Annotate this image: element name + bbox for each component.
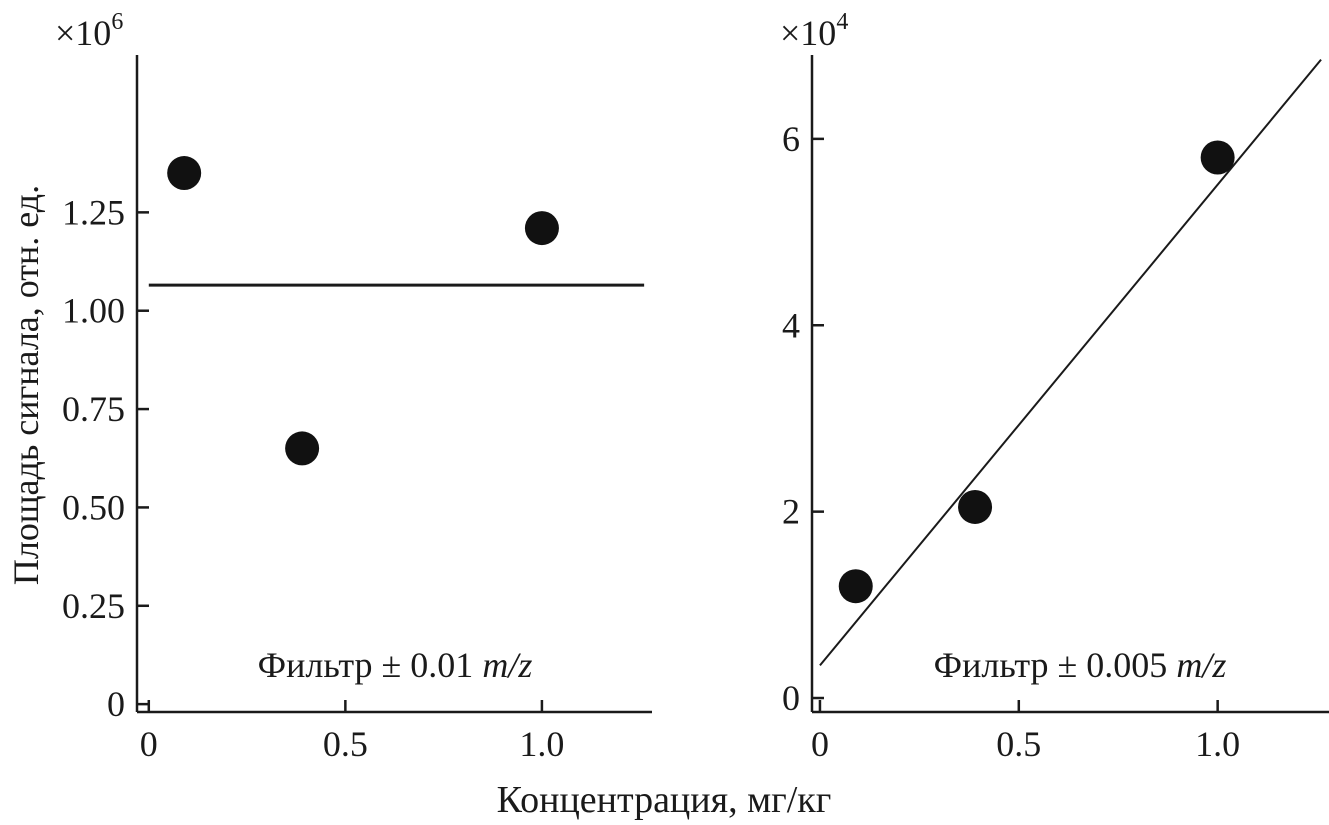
data-point — [524, 211, 559, 246]
multiplier-exponent: 4 — [836, 9, 848, 35]
filter-annotation-text: Фильтр ± 0.005 — [934, 645, 1177, 685]
data-point — [958, 489, 993, 524]
x-tick-label: 0.5 — [996, 724, 1041, 764]
multiplier-base: ×10 — [780, 13, 836, 53]
filter-annotation-unit: m/z — [1176, 645, 1226, 685]
y-tick-label: 2 — [782, 492, 800, 532]
y-multiplier-label: ×106 — [55, 9, 123, 53]
multiplier-exponent: 6 — [111, 9, 123, 35]
y-tick-label: 6 — [782, 119, 800, 159]
y-tick-label: 1.00 — [62, 291, 125, 331]
x-tick-label: 0.5 — [323, 724, 368, 764]
y-tick-label: 1.25 — [62, 192, 125, 232]
fit-line — [819, 59, 1322, 667]
x-axis-label: Концентрация, мг/кг — [497, 779, 832, 821]
y-tick-label: 0.25 — [62, 586, 125, 626]
data-point — [285, 431, 320, 466]
y-tick-label: 4 — [782, 305, 800, 345]
filter-annotation-text: Фильтр ± 0.01 — [258, 645, 483, 685]
x-tick-label: 0 — [811, 724, 829, 764]
filter-annotation: Фильтр ± 0.005 m/z — [934, 645, 1227, 685]
y-tick-label: 0 — [107, 684, 125, 724]
filter-annotation: Фильтр ± 0.01 m/z — [258, 645, 533, 685]
x-tick-label: 1.0 — [1195, 724, 1240, 764]
x-tick-label: 0 — [140, 724, 158, 764]
y-axis-label: Площадь сигнала, отн. ед. — [6, 185, 46, 585]
y-tick-label: 0.75 — [62, 389, 125, 429]
filter-annotation-unit: m/z — [482, 645, 532, 685]
x-tick-label: 1.0 — [519, 724, 564, 764]
y-multiplier-label: ×104 — [780, 9, 848, 53]
data-point — [167, 156, 202, 191]
data-point — [838, 569, 873, 604]
y-tick-label: 0 — [782, 678, 800, 718]
data-point — [1200, 140, 1235, 175]
left-panel: 0 0.25 0.50 0.75 1.00 1.25 0 0.5 1.0 ×106 Фильтр ±… — [55, 9, 652, 764]
multiplier-base: ×10 — [55, 13, 111, 53]
y-tick-label: 0.50 — [62, 487, 125, 527]
